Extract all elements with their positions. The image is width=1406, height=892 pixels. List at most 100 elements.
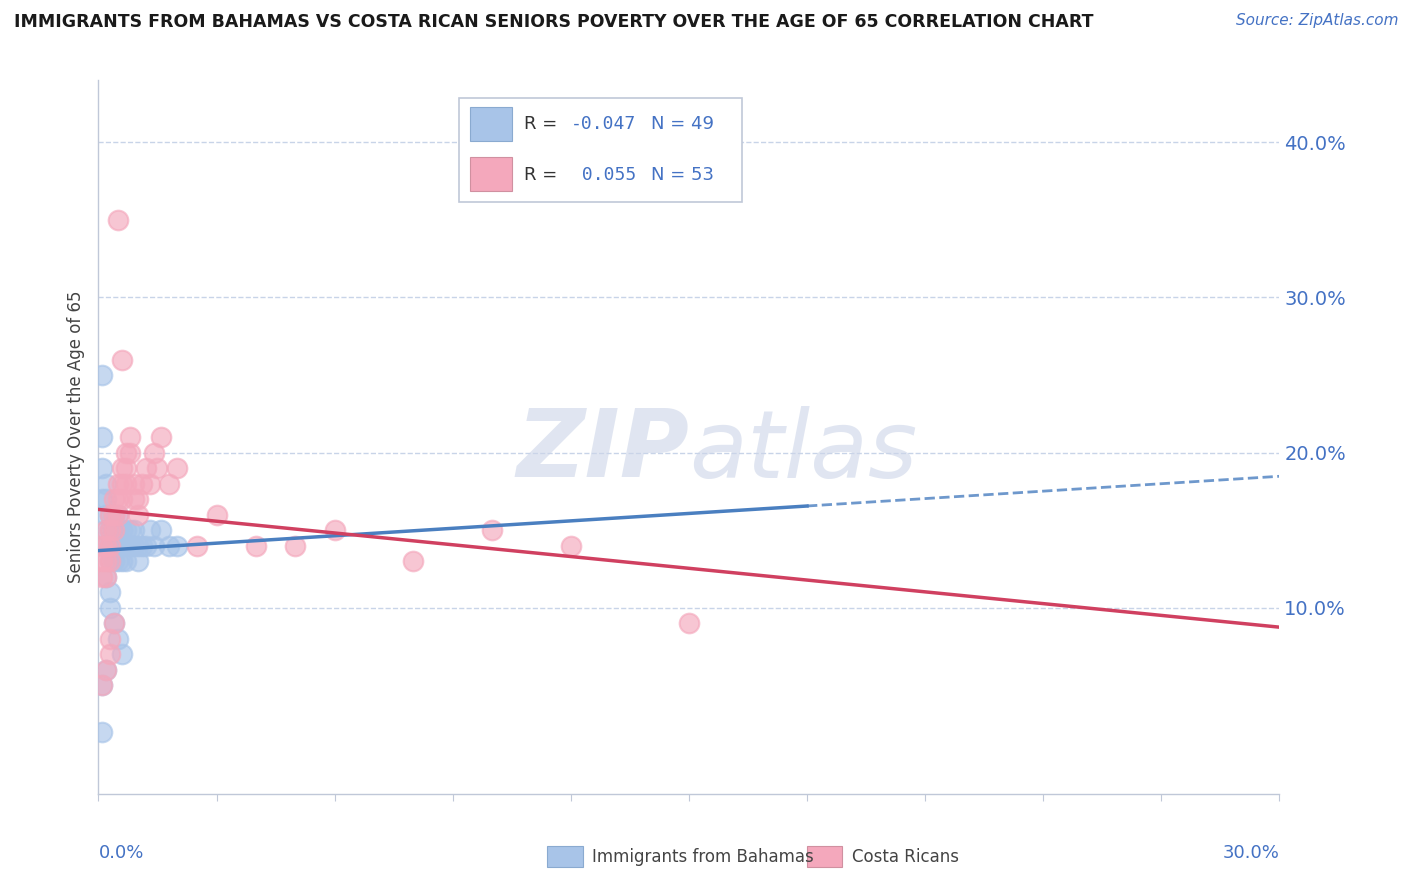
Text: Immigrants from Bahamas: Immigrants from Bahamas bbox=[592, 847, 814, 865]
Point bbox=[96, 492, 118, 507]
Point bbox=[98, 632, 121, 646]
Text: IMMIGRANTS FROM BAHAMAS VS COSTA RICAN SENIORS POVERTY OVER THE AGE OF 65 CORREL: IMMIGRANTS FROM BAHAMAS VS COSTA RICAN S… bbox=[14, 13, 1094, 31]
Point bbox=[157, 539, 180, 553]
Point bbox=[107, 632, 129, 646]
Point bbox=[115, 476, 138, 491]
Point bbox=[107, 492, 129, 507]
Point bbox=[245, 539, 267, 553]
Point bbox=[122, 539, 145, 553]
Point bbox=[118, 539, 141, 553]
Point bbox=[96, 663, 118, 677]
Point bbox=[111, 539, 134, 553]
Text: Source: ZipAtlas.com: Source: ZipAtlas.com bbox=[1236, 13, 1399, 29]
Point bbox=[127, 492, 149, 507]
Point bbox=[91, 368, 114, 382]
Point bbox=[91, 570, 114, 584]
Point bbox=[118, 523, 141, 537]
Y-axis label: Seniors Poverty Over the Age of 65: Seniors Poverty Over the Age of 65 bbox=[66, 291, 84, 583]
Point bbox=[146, 461, 169, 475]
Point bbox=[107, 476, 129, 491]
Point bbox=[127, 539, 149, 553]
Point bbox=[323, 523, 346, 537]
Point bbox=[127, 508, 149, 522]
Point bbox=[96, 570, 118, 584]
FancyBboxPatch shape bbox=[471, 157, 512, 191]
Point bbox=[103, 554, 125, 568]
Point bbox=[91, 678, 114, 692]
Point bbox=[118, 445, 141, 459]
Point bbox=[186, 539, 208, 553]
Point bbox=[103, 508, 125, 522]
Point bbox=[98, 554, 121, 568]
Point bbox=[107, 213, 129, 227]
FancyBboxPatch shape bbox=[547, 846, 582, 867]
Point bbox=[142, 445, 165, 459]
Point bbox=[142, 539, 165, 553]
Point bbox=[98, 508, 121, 522]
Point bbox=[91, 554, 114, 568]
Point bbox=[96, 539, 118, 553]
Point bbox=[111, 523, 134, 537]
Point bbox=[103, 616, 125, 631]
Point bbox=[103, 523, 125, 537]
Point bbox=[111, 352, 134, 367]
Text: 0.0%: 0.0% bbox=[98, 844, 143, 862]
Point bbox=[96, 663, 118, 677]
Point bbox=[96, 539, 118, 553]
Point bbox=[135, 461, 157, 475]
Text: N = 53: N = 53 bbox=[651, 166, 714, 184]
Point bbox=[138, 476, 160, 491]
Point bbox=[96, 570, 118, 584]
Point bbox=[98, 647, 121, 661]
Point bbox=[111, 647, 134, 661]
Point bbox=[91, 461, 114, 475]
Point bbox=[402, 554, 425, 568]
Point bbox=[98, 539, 121, 553]
Point bbox=[96, 554, 118, 568]
Point bbox=[107, 539, 129, 553]
Point bbox=[115, 461, 138, 475]
Point bbox=[98, 554, 121, 568]
Point bbox=[91, 678, 114, 692]
Point bbox=[115, 554, 138, 568]
Point bbox=[150, 430, 173, 444]
Point bbox=[111, 476, 134, 491]
Point bbox=[107, 508, 129, 522]
Point bbox=[103, 539, 125, 553]
Point bbox=[107, 554, 129, 568]
Point bbox=[111, 461, 134, 475]
Point bbox=[560, 539, 582, 553]
Point bbox=[96, 508, 118, 522]
Point bbox=[150, 523, 173, 537]
Point bbox=[115, 523, 138, 537]
Point bbox=[91, 539, 114, 553]
FancyBboxPatch shape bbox=[458, 98, 742, 202]
FancyBboxPatch shape bbox=[471, 107, 512, 141]
Point bbox=[131, 539, 153, 553]
Point bbox=[111, 492, 134, 507]
Text: ZIP: ZIP bbox=[516, 405, 689, 498]
Text: 30.0%: 30.0% bbox=[1223, 844, 1279, 862]
Point bbox=[91, 430, 114, 444]
Point bbox=[166, 461, 188, 475]
Point bbox=[91, 724, 114, 739]
Point bbox=[122, 523, 145, 537]
Point bbox=[98, 585, 121, 599]
Point bbox=[103, 492, 125, 507]
Point bbox=[127, 554, 149, 568]
Text: atlas: atlas bbox=[689, 406, 917, 497]
Text: -0.047: -0.047 bbox=[571, 115, 636, 133]
Point bbox=[135, 539, 157, 553]
Point bbox=[122, 492, 145, 507]
Point bbox=[91, 492, 114, 507]
Point bbox=[481, 523, 503, 537]
Text: R =: R = bbox=[523, 166, 562, 184]
Text: Costa Ricans: Costa Ricans bbox=[852, 847, 959, 865]
Point bbox=[98, 523, 121, 537]
Point bbox=[678, 616, 700, 631]
Point bbox=[205, 508, 228, 522]
Point bbox=[98, 523, 121, 537]
Text: R =: R = bbox=[523, 115, 562, 133]
Point bbox=[284, 539, 307, 553]
Point bbox=[122, 476, 145, 491]
